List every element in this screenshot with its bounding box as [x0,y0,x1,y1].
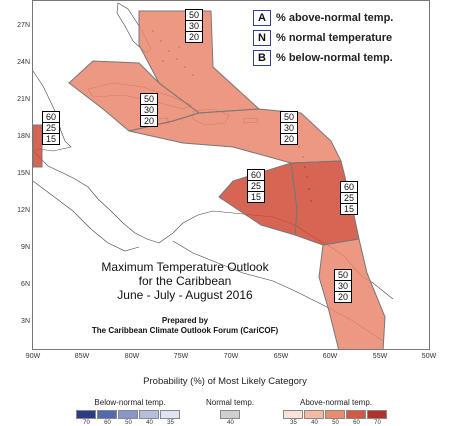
scale-title: Probability (%) of Most Likely Category [143,376,307,387]
prob-below: 20 [280,133,298,145]
legend-text: % above-normal temp. [276,12,394,24]
prob-box-south-caribbean: 60 25 15 [247,169,265,203]
prob-box-west-caribbean: 60 25 15 [42,111,60,145]
prepared-line-1: Prepared by [161,316,209,325]
legend-letter: B [253,50,271,66]
prob-box-greater-antilles: 50 30 20 [140,93,158,127]
legend-row-below: B % below-normal temp. [253,48,423,68]
legend-text: % below-normal temp. [276,52,393,64]
below-swatch-4 [160,410,180,419]
lon-label-50w: 50W [421,353,437,360]
prob-below: 20 [185,31,203,43]
legend-letter: N [253,30,271,46]
region-guianas [318,238,386,349]
prob-box-bahamas: 50 30 20 [185,9,203,43]
prob-box-guianas: 50 30 20 [334,269,352,303]
legend-row-above: A % above-normal temp. [253,8,423,28]
coastline-central-america [33,150,160,244]
normal-swatch-0 [220,410,240,419]
below-swatch-1 [97,410,117,419]
legend-letter: A [253,10,271,26]
below-swatch-2 [118,410,138,419]
prob-below: 20 [334,291,352,303]
prob-above: 60 [247,169,265,181]
prob-below: 15 [42,133,60,145]
above-swatch-2 [325,410,345,419]
above-swatch-3 [346,410,366,419]
lon-label-60w: 60W [322,353,338,360]
prob-normal: 25 [247,180,265,192]
above-swatch-4 [367,410,387,419]
map-title: Maximum Temperature Outlook for the Cari… [60,260,310,302]
title-line-1: Maximum Temperature Outlook [101,260,269,274]
region-west-caribbean [33,124,43,168]
scale-normal-swatches [220,410,241,419]
category-legend: A % above-normal temp. N % normal temper… [253,8,423,68]
prob-above: 50 [185,9,203,21]
scale-below-label: Below-normal temp. [94,398,166,407]
lon-label-80w: 80W [124,353,140,360]
above-swatch-1 [304,410,324,419]
below-swatch-3 [139,410,159,419]
coastline-mexico [33,70,72,152]
prob-box-lesser-antilles-north: 50 30 20 [280,111,298,145]
legend-row-normal: N % normal temperature [253,28,423,48]
lon-label-85w: 85W [74,353,90,360]
lat-label-21n: 21N [17,96,30,103]
lat-label-27n: 27N [17,22,30,29]
prob-box-eastern-caribbean: 60 25 15 [340,181,358,215]
lat-label-15n: 15N [17,170,30,177]
below-swatch-0 [76,410,96,419]
scale-above-swatches [283,410,388,419]
lon-label-70w: 70W [223,353,239,360]
lat-label-9n: 9N [21,244,30,251]
scale-below-swatches [76,410,181,419]
legend-text: % normal temperature [276,32,393,44]
lon-label-75w: 75W [173,353,189,360]
lon-label-65w: 65W [273,353,289,360]
lon-label-90w: 90W [25,353,41,360]
lat-label-3n: 3N [21,318,30,325]
prob-below: 15 [247,191,265,203]
prepared-by: Prepared by The Caribbean Climate Outloo… [60,316,310,336]
prepared-line-2: The Caribbean Climate Outlook Forum (Car… [91,326,279,335]
lat-label-6n: 6N [21,281,30,288]
lat-label-12n: 12N [17,207,30,214]
title-line-2: for the Caribbean [138,274,232,288]
prob-below: 20 [140,115,158,127]
lat-label-24n: 24N [17,59,30,66]
lat-label-18n: 18N [17,133,30,140]
scale-above-label: Above-normal temp. [299,398,373,407]
coastline-central-america-pacific [33,180,140,252]
lon-label-55w: 55W [372,353,388,360]
scale-normal-label: Normal temp. [205,398,254,407]
prob-below: 15 [340,203,358,215]
above-swatch-0 [283,410,303,419]
title-line-3: June - July - August 2016 [117,288,253,302]
